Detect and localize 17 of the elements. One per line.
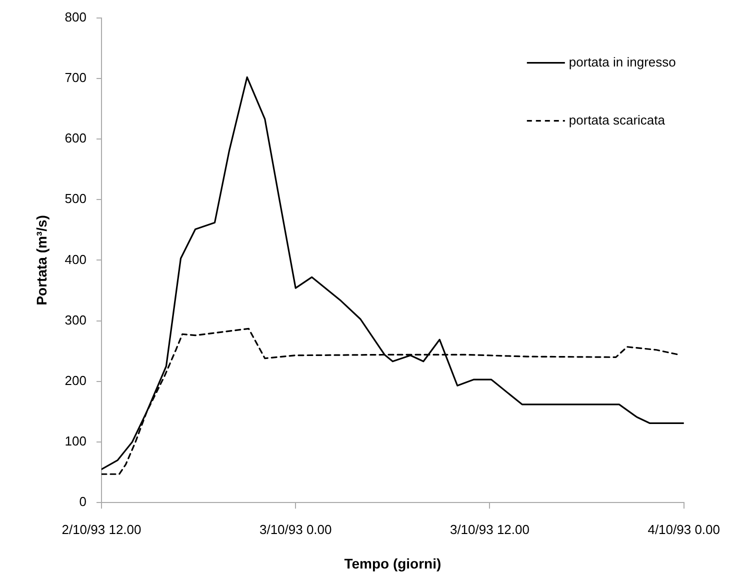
y-tick-label: 200	[64, 372, 86, 388]
legend-label: portata scaricata	[568, 112, 666, 128]
y-tick-label: 800	[64, 9, 86, 24]
x-tick-label: 2/10/93 12.00	[62, 522, 142, 537]
x-axis-title: Tempo (giorni)	[344, 555, 442, 572]
y-tick-label: 500	[64, 191, 86, 206]
x-tick-label: 3/10/93 0.00	[259, 522, 332, 537]
y-tick-label: 0	[79, 494, 86, 510]
y-tick-label: 300	[64, 312, 86, 328]
y-axis-title: Portata (m³/s)	[33, 215, 50, 306]
legend-label: portata in ingresso	[568, 54, 676, 70]
y-tick-label: 700	[64, 70, 86, 85]
x-tick-label: 4/10/93 0.00	[648, 522, 720, 537]
y-tick-label: 400	[64, 252, 86, 267]
x-tick-label: 3/10/93 12.00	[450, 522, 530, 537]
y-tick-label: 100	[64, 434, 86, 449]
y-tick-label: 600	[64, 130, 86, 146]
